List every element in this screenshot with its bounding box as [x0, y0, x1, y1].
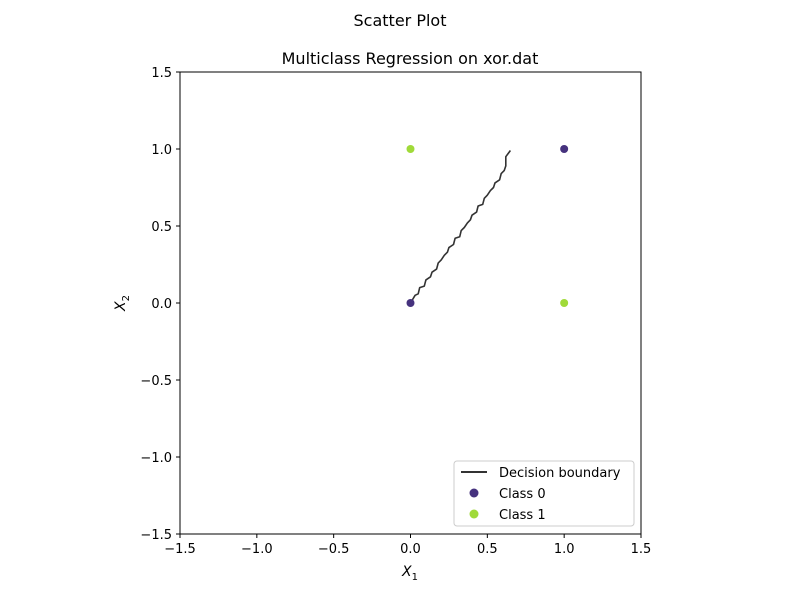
legend-label-class-0: Class 0 — [499, 487, 546, 502]
x-tick-label: −0.5 — [318, 542, 350, 557]
legend-label-decision-boundary: Decision boundary — [499, 466, 621, 481]
y-tick-label: 0.0 — [151, 297, 172, 312]
chart-marks — [406, 145, 569, 307]
y-tick-label: −1.0 — [140, 451, 172, 466]
x-tick-label: 1.5 — [631, 542, 652, 557]
y-axis-label-subscript: 2 — [121, 295, 132, 301]
scatter-point-class-1 — [560, 299, 569, 307]
y-axis-label: X2 — [113, 295, 132, 312]
scatter-point-class-0 — [560, 145, 569, 153]
scatter-point-class-1 — [406, 145, 415, 153]
legend-label-class-1: Class 1 — [499, 508, 546, 523]
x-tick-label: −1.5 — [164, 542, 196, 557]
y-tick-label: 1.0 — [151, 143, 172, 158]
scatter-point-class-0 — [406, 299, 415, 307]
x-axis-label-subscript: 1 — [412, 572, 418, 583]
series-line-decision-boundary — [409, 150, 512, 304]
x-axis: −1.5 −1.0 −0.5 0.0 0.5 1.0 1.5 — [164, 534, 651, 557]
y-tick-label: −1.5 — [140, 528, 172, 543]
x-tick-label: −1.0 — [241, 542, 273, 557]
chart-title: Multiclass Regression on xor.dat — [282, 49, 539, 68]
y-tick-label: −0.5 — [140, 374, 172, 389]
x-tick-label: 0.5 — [477, 542, 498, 557]
legend-swatch-class-1 — [469, 509, 479, 519]
figure-suptitle: Scatter Plot — [354, 11, 447, 30]
x-tick-label: 1.0 — [554, 542, 575, 557]
legend: Decision boundary Class 0 Class 1 — [453, 460, 635, 527]
y-tick-label: 1.5 — [151, 66, 172, 81]
y-axis-label-base: X — [113, 301, 129, 312]
legend-swatch-class-0 — [469, 488, 479, 498]
x-tick-label: 0.0 — [400, 542, 421, 557]
y-tick-label: 0.5 — [151, 220, 172, 235]
x-axis-label: X1 — [401, 564, 418, 583]
x-axis-label-base: X — [401, 564, 412, 580]
legend-box — [453, 460, 635, 527]
y-axis: −1.5 −1.0 −0.5 0.0 0.5 1.0 1.5 — [140, 66, 180, 543]
